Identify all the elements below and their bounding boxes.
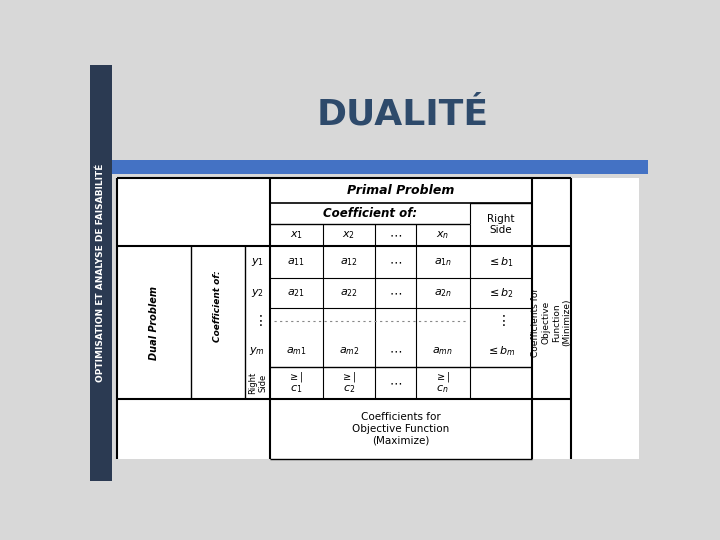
Text: $a_{mn}$: $a_{mn}$ bbox=[432, 345, 453, 356]
Text: $\geq |$: $\geq |$ bbox=[435, 370, 451, 384]
Text: $\cdots$: $\cdots$ bbox=[389, 376, 402, 389]
Text: DUALITÉ: DUALITÉ bbox=[316, 98, 489, 132]
Text: $\cdots$: $\cdots$ bbox=[389, 286, 402, 299]
Text: $\geq |$: $\geq |$ bbox=[288, 370, 304, 384]
Text: Dual Problem: Dual Problem bbox=[149, 286, 159, 360]
Text: $x_1$: $x_1$ bbox=[289, 229, 302, 241]
Text: $a_{11}$: $a_{11}$ bbox=[287, 256, 305, 268]
Text: $\vdots$: $\vdots$ bbox=[496, 314, 505, 328]
Text: $\vdots$: $\vdots$ bbox=[253, 314, 262, 328]
Text: $a_{m2}$: $a_{m2}$ bbox=[338, 345, 359, 356]
Text: $y_2$: $y_2$ bbox=[251, 287, 264, 299]
Text: $\cdots$: $\cdots$ bbox=[389, 228, 402, 241]
Text: $c_n$: $c_n$ bbox=[436, 383, 449, 395]
Bar bbox=[112, 160, 648, 174]
Text: $a_{22}$: $a_{22}$ bbox=[340, 287, 358, 299]
Text: Right
Side: Right Side bbox=[248, 372, 267, 394]
Text: $c_2$: $c_2$ bbox=[343, 383, 355, 395]
Text: Primal Problem: Primal Problem bbox=[347, 184, 454, 197]
Text: $a_{2n}$: $a_{2n}$ bbox=[433, 287, 451, 299]
Text: $a_{12}$: $a_{12}$ bbox=[340, 256, 358, 268]
Text: $a_{1n}$: $a_{1n}$ bbox=[433, 256, 451, 268]
Text: Coefficient of:: Coefficient of: bbox=[213, 271, 222, 342]
Text: Right
Side: Right Side bbox=[487, 213, 515, 235]
Text: $x_2$: $x_2$ bbox=[342, 229, 356, 241]
Text: $\cdots$: $\cdots$ bbox=[389, 344, 402, 357]
Text: Coefficient of:: Coefficient of: bbox=[323, 207, 417, 220]
Text: OPTIMISATION ET ANALYSE DE FAISABILITÉ: OPTIMISATION ET ANALYSE DE FAISABILITÉ bbox=[96, 164, 105, 382]
Text: $\leq b_2$: $\leq b_2$ bbox=[487, 286, 514, 300]
Text: $\leq b_1$: $\leq b_1$ bbox=[487, 255, 514, 269]
Text: $y_1$: $y_1$ bbox=[251, 256, 264, 268]
Text: $\cdots$: $\cdots$ bbox=[389, 255, 402, 268]
Bar bbox=[90, 65, 112, 481]
Text: $y_m$: $y_m$ bbox=[249, 345, 266, 356]
Text: Coefficients for
Objective Function
(Maximize): Coefficients for Objective Function (Max… bbox=[352, 413, 449, 446]
Text: Coefficients for
Objective
Function
(Minimize): Coefficients for Objective Function (Min… bbox=[531, 288, 571, 357]
Text: $a_{21}$: $a_{21}$ bbox=[287, 287, 305, 299]
Text: $\geq |$: $\geq |$ bbox=[341, 370, 357, 384]
Text: $\leq b_m$: $\leq b_m$ bbox=[486, 344, 516, 357]
Text: $x_n$: $x_n$ bbox=[436, 229, 449, 241]
Text: $c_1$: $c_1$ bbox=[290, 383, 302, 395]
Bar bbox=[117, 178, 639, 459]
Text: $a_{m1}$: $a_{m1}$ bbox=[286, 345, 307, 356]
